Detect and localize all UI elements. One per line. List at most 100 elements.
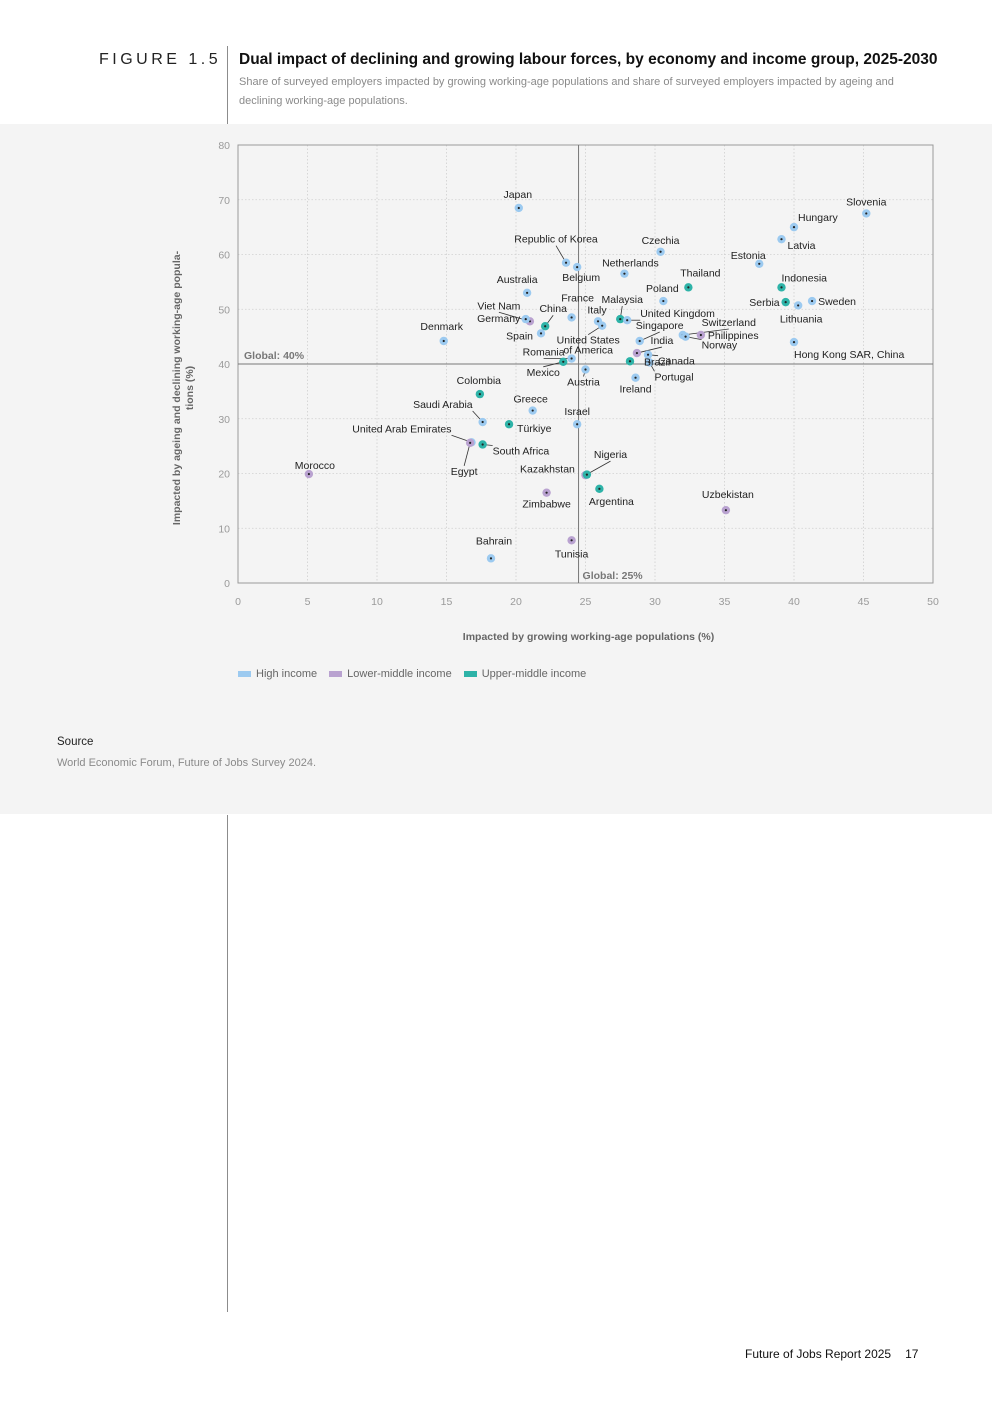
data-point [681,332,690,341]
point-center [646,353,650,356]
point-label: Lithuania [780,313,823,325]
point-center [699,333,702,337]
point-center [687,286,690,289]
point-center [570,539,573,542]
point-center [562,360,565,363]
data-point [478,440,487,449]
legend-swatch [238,671,251,677]
point-label: Belgium [562,272,600,284]
point-center [780,238,783,241]
point-label: Japan [503,189,532,201]
point-label: Spain [506,330,533,342]
point-center [584,368,587,371]
point-label: Hong Kong SAR, China [794,349,904,361]
data-point [789,222,799,232]
x-tick-label: 10 [371,596,383,608]
point-label: Mexico [527,367,560,379]
data-point [572,262,582,272]
point-center [576,423,579,426]
data-point [721,505,731,515]
point-label: Morocco [295,460,335,472]
point-label: Serbia [749,297,780,309]
point-label: South Africa [493,445,550,457]
point-label: Sweden [818,296,856,308]
y-tick-label: 20 [218,469,230,481]
point-label: France [561,292,594,304]
point-label: Portugal [654,371,693,383]
data-point [439,336,448,346]
point-label: Türkiye [517,423,552,435]
point-label: Saudi Arabia [413,399,473,411]
y-tick-label: 60 [218,250,230,262]
legend-swatch [463,671,477,677]
figure-divider-bottom [227,815,228,1312]
point-label: Latvia [787,240,815,252]
data-point [635,336,644,346]
point-labels: Japan Slovenia Hungary Latvia Czechia Estonia… [295,189,905,560]
data-point [504,420,514,429]
figure-title: Dual impact of declining and growing lab… [239,51,938,68]
scatter-chart: 0 5 10 15 20 25 30 35 40 45 50 0 10 20 30 40 50 60 70 80 Imp… [171,140,939,643]
point-label: India [651,335,674,347]
legend-label: High income [256,668,318,680]
data-point [643,350,653,359]
point-center [648,361,651,364]
chart-legend: High income Lower-middle income Upper-mi… [238,668,586,680]
point-label: Israel [564,406,590,418]
data-point [793,301,803,310]
data-point [522,288,532,298]
x-tick-label: 40 [788,596,800,608]
point-center [539,332,543,335]
figure-subtitle: Share of surveyed employers impacted by … [239,76,894,107]
page-number: 17 [905,1347,919,1361]
point-center [797,304,800,307]
point-label: Tunisia [555,548,589,560]
point-center [489,557,493,560]
point-center [659,250,662,253]
y-tick-label: 40 [218,359,230,371]
source-label: Source [57,736,94,748]
legend-item-high-income: High income [238,668,317,680]
point-label: Argentina [589,496,634,508]
reference-lines: Global: 40% Global: 25% [238,145,933,583]
point-center [585,473,588,476]
x-tick-label: 45 [858,596,870,608]
point-label-line: United States [557,335,620,347]
data-point [582,470,592,479]
point-center [638,339,641,343]
point-center [524,318,527,321]
point-center [865,212,868,215]
point-center [758,262,761,265]
point-center [564,261,568,264]
x-tick-label: 5 [305,596,311,608]
page-footer: Future of Jobs Report 2025 17 [745,1347,918,1361]
data-point [561,258,571,267]
x-tick-label: 0 [235,596,241,608]
x-tick-label: 25 [580,596,592,608]
point-label: Denmark [420,321,463,333]
point-label: United States of America [557,335,620,357]
point-label: Uzbekistan [702,489,754,501]
data-point [567,313,576,322]
point-center [784,301,787,304]
data-point [595,484,604,494]
data-point [475,389,485,399]
point-label: United Kingdom [640,308,715,320]
point-label: Philippines [708,330,759,342]
data-point [521,314,530,324]
legend-swatch [329,671,343,677]
point-label: Germany [477,313,521,325]
point-center [531,409,534,412]
point-center [601,324,604,327]
point-label: Estonia [731,250,766,262]
data-point [862,209,871,218]
point-label: Norway [702,340,738,352]
label-leader [636,346,663,354]
y-tick-label: 80 [218,140,230,152]
point-label: Poland [646,283,679,295]
point-label-line: of America [563,345,613,357]
point-center [684,335,687,338]
point-label: Greece [513,394,548,406]
point-label: United Arab Emirates [352,423,451,435]
point-center [634,376,637,379]
